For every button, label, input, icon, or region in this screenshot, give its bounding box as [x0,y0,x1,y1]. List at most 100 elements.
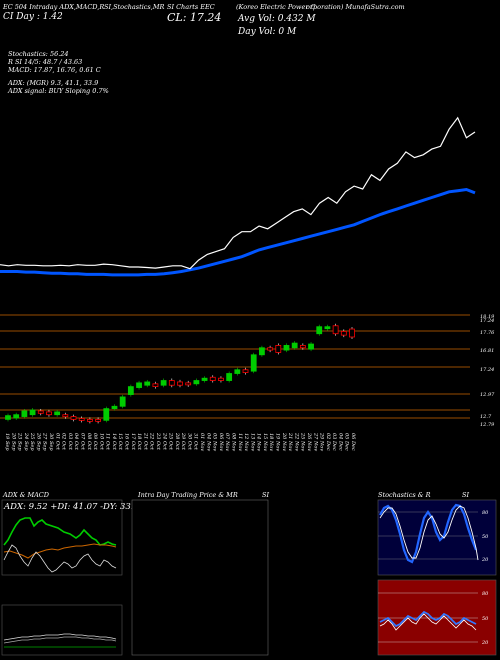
x-axis-label: 30 Sep [48,433,54,451]
x-axis-label: 23 Oct [155,432,161,451]
x-axis-label: 28 Oct [174,432,180,451]
x-axis-label: 09 Oct [92,433,98,451]
x-axis-label: 26 Nov [306,432,312,451]
x-axis-label: 20 Sep [10,432,16,451]
candle [308,343,314,350]
candle [291,342,298,349]
candle [250,354,257,372]
candle [78,418,85,421]
x-axis-label: 07 Nov [224,433,230,451]
header-title-e: orporation) MunafaSutra.com [306,3,405,11]
x-axis-label: 02 Oct [61,433,67,451]
x-axis-label: 07 Oct [79,433,85,451]
x-axis-label: 22 Nov [293,432,299,451]
x-axis-label: 26 Sep [35,432,41,451]
main-price-chart: 18.1917.2417.7616.8117.2412.9712.712.79 … [0,116,495,451]
x-axis-label: 27 Sep [42,432,48,451]
header-title-b: SI,Stochastics,MR [104,3,165,11]
header-title-c: SI Charts EEC [167,3,215,11]
rsi-tick-80: 80 [482,591,489,597]
rsi-blue-line [379,610,477,628]
x-axis-label: 21 Nov [287,432,293,451]
x-axis-label: 25 Nov [300,432,306,451]
x-axis-label: 22 Oct [149,432,155,451]
x-axis-label: 21 Oct [142,432,148,451]
candle [209,376,216,381]
candle [218,377,224,381]
macd-line-1 [3,633,117,641]
price-axis-label: 12.79 [480,422,495,428]
stoch-tick-80: 80 [482,510,489,516]
stoch-white-line [379,505,479,561]
x-axis-label: 25 Oct [168,432,174,451]
header-avg-vol: Avg Vol: 0.432 M [238,14,316,24]
candle [168,380,175,386]
candle [267,347,273,351]
x-axis-label: 24 Sep [23,432,29,451]
candle [5,415,11,420]
candle [275,345,282,353]
stoch-readout: Stochastics: 56.24 [8,50,69,58]
candle [21,410,28,417]
price-grid-lines [0,314,470,419]
price-axis-label: 16.81 [480,348,494,354]
x-axis-label: 01 Nov [199,433,205,451]
x-axis-label: 29 Oct [180,432,186,451]
adx-green-line [3,517,117,546]
rsi-tick-50: 50 [482,616,489,622]
candle [152,383,159,388]
x-axis-label: 19 Nov [275,433,281,451]
intraday-panel-title: Intra Day Trading Price & MR [138,491,238,499]
candle [54,411,61,416]
candle [29,409,36,416]
candle [349,328,355,338]
candle [127,386,134,395]
candle [185,382,192,386]
x-axis-label: 30 Oct [186,433,192,451]
x-axis-label: 03 Dec [331,433,337,451]
candle [316,326,323,335]
rsi-tick-20: 20 [481,640,489,646]
x-axis-label: 20 Nov [281,432,287,451]
x-axis-label: 18 Nov [268,433,274,451]
candle [37,410,44,414]
header-day-vol: Day Vol: 0 M [238,27,297,37]
stoch-tick-20: 20 [481,557,489,563]
x-axis-label: 12 Nov [243,433,249,451]
candle [340,330,347,336]
x-axis-label: 14 Oct [111,433,117,451]
x-axis-label: 08 Nov [230,433,236,451]
header-title-d: (Koreo Electric Power C [236,3,316,11]
adx-signal-readout: ADX signal: BUY Sloping 0.7% [8,87,109,95]
intraday-panel [131,499,269,656]
candle [201,377,208,381]
stoch-panel-title: Stochastics & R [378,491,431,499]
adx-values-text: ADX: 9.52 +DI: 41.07 -DY: 33.96 [3,502,145,512]
x-axis-label: 10 Oct [98,433,104,451]
rsi-white-line [379,613,477,631]
header-close: CL: 17.24 [167,11,222,24]
intraday-panel-si: SI [262,491,270,499]
candle [242,369,249,373]
rsi-readout: R SI 14/5: 48.7 / 43.63 [8,58,83,66]
candle [259,347,265,356]
price-axis-label: 12.97 [480,392,495,398]
x-axis-label: 11 Nov [237,433,243,451]
candle [283,345,290,351]
x-axis-label: 01 Oct [54,433,60,451]
x-axis-label: 02 Dec [325,433,331,451]
candle [136,382,142,388]
candle [119,396,126,407]
macd-panel [1,604,123,656]
price-axis-label: 12.7 [480,414,492,420]
x-axis-label: 31 Oct [193,433,199,451]
adx-readout: ADX: (MGR) 9.3, 41.1, 33.9 [8,79,99,87]
adx-white-line [3,544,117,573]
x-axis-label: 16 Oct [124,433,130,451]
x-axis-label: 25 Sep [29,432,35,451]
x-axis-label: 11 Oct [105,433,111,451]
price-axis-label: 17.76 [480,330,495,336]
candle [103,408,110,421]
candle [70,416,77,420]
